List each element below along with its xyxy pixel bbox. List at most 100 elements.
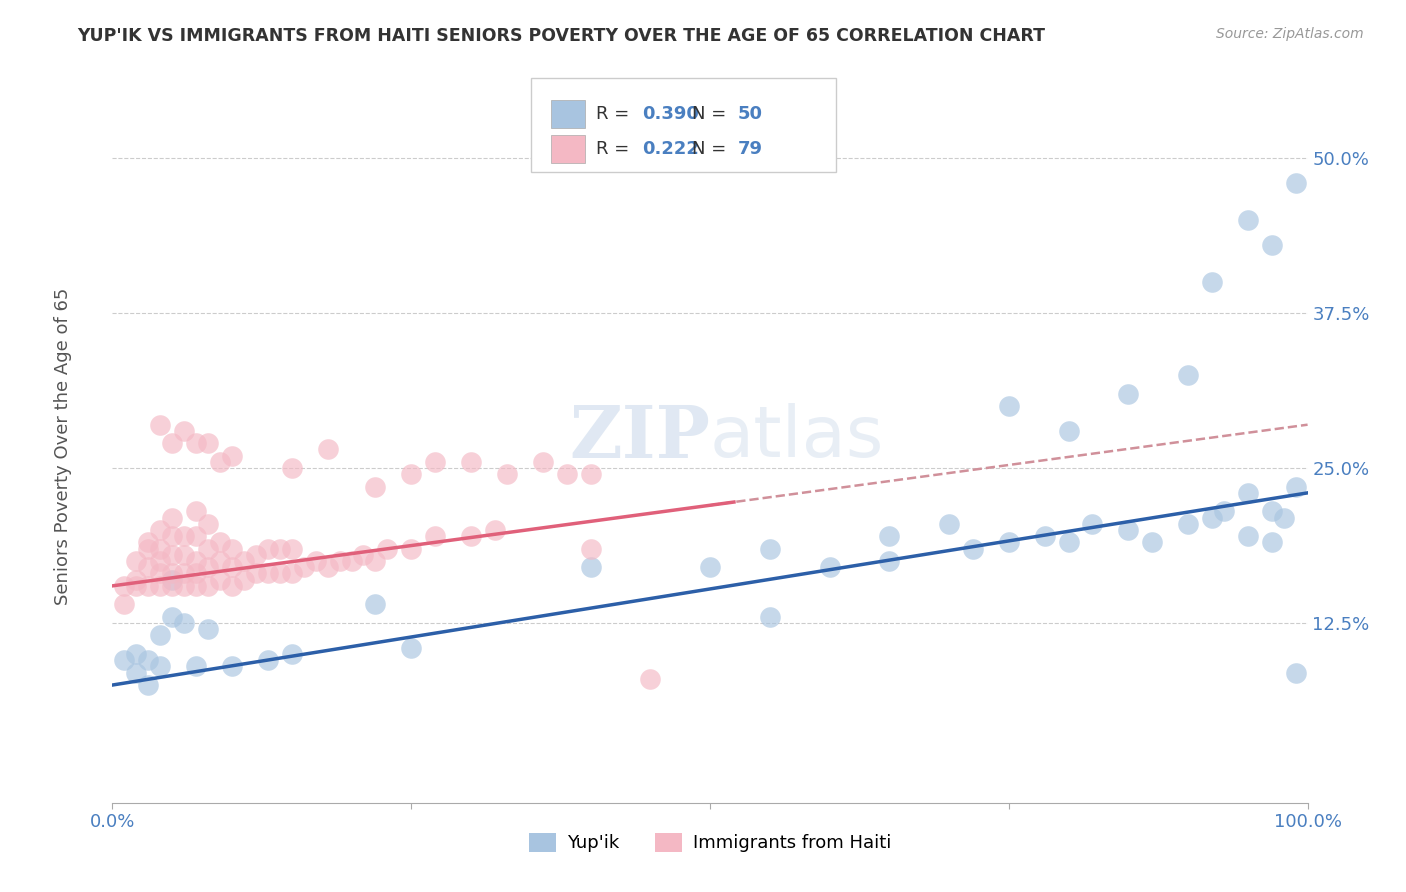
- Point: [245, 548, 267, 562]
- Point: [364, 554, 387, 568]
- Point: [149, 628, 172, 642]
- Point: [1142, 535, 1164, 549]
- Point: [149, 579, 172, 593]
- Point: [281, 647, 304, 661]
- Point: [149, 417, 172, 432]
- FancyBboxPatch shape: [551, 100, 585, 128]
- Text: atlas: atlas: [710, 402, 884, 472]
- Point: [579, 541, 602, 556]
- Point: [221, 579, 243, 593]
- Text: Source: ZipAtlas.com: Source: ZipAtlas.com: [1216, 27, 1364, 41]
- Point: [162, 436, 183, 450]
- Point: [257, 541, 280, 556]
- Point: [186, 566, 208, 581]
- Point: [162, 573, 183, 587]
- Text: Seniors Poverty Over the Age of 65: Seniors Poverty Over the Age of 65: [55, 287, 72, 605]
- Text: 0.390: 0.390: [643, 104, 699, 123]
- Point: [1033, 529, 1056, 543]
- Point: [173, 548, 195, 562]
- Point: [162, 610, 183, 624]
- Point: [186, 504, 208, 518]
- Point: [233, 554, 256, 568]
- Point: [281, 566, 304, 581]
- Point: [340, 554, 363, 568]
- Point: [173, 615, 195, 630]
- Point: [329, 554, 352, 568]
- Point: [1261, 504, 1284, 518]
- Text: N =: N =: [692, 104, 733, 123]
- Point: [209, 554, 232, 568]
- Point: [197, 436, 219, 450]
- Point: [401, 467, 423, 482]
- Point: [233, 573, 256, 587]
- Point: [173, 566, 195, 581]
- Point: [316, 560, 339, 574]
- Point: [221, 449, 243, 463]
- Point: [125, 647, 148, 661]
- Point: [1237, 486, 1260, 500]
- Text: 0.222: 0.222: [643, 140, 699, 158]
- Point: [269, 541, 291, 556]
- Point: [1201, 275, 1223, 289]
- Text: R =: R =: [596, 140, 636, 158]
- FancyBboxPatch shape: [551, 135, 585, 163]
- Point: [149, 554, 172, 568]
- Text: N =: N =: [692, 140, 733, 158]
- Point: [162, 529, 183, 543]
- Point: [149, 659, 172, 673]
- Point: [1118, 386, 1140, 401]
- Point: [197, 560, 219, 574]
- Text: ZIP: ZIP: [569, 401, 710, 473]
- Point: [149, 541, 172, 556]
- Point: [197, 516, 219, 531]
- Point: [257, 653, 280, 667]
- Point: [114, 579, 135, 593]
- Point: [138, 678, 160, 692]
- Point: [425, 529, 447, 543]
- Point: [162, 566, 183, 581]
- Point: [1261, 535, 1284, 549]
- Point: [186, 659, 208, 673]
- Point: [496, 467, 519, 482]
- Point: [1213, 504, 1236, 518]
- Point: [555, 467, 578, 482]
- Point: [962, 541, 984, 556]
- Text: YUP'IK VS IMMIGRANTS FROM HAITI SENIORS POVERTY OVER THE AGE OF 65 CORRELATION C: YUP'IK VS IMMIGRANTS FROM HAITI SENIORS …: [77, 27, 1045, 45]
- Point: [186, 529, 208, 543]
- Point: [162, 548, 183, 562]
- Point: [173, 529, 195, 543]
- Point: [1285, 480, 1308, 494]
- Point: [197, 622, 219, 636]
- Point: [281, 541, 304, 556]
- Point: [1177, 368, 1199, 383]
- Point: [138, 560, 160, 574]
- Point: [1261, 238, 1284, 252]
- Point: [759, 610, 782, 624]
- Point: [186, 436, 208, 450]
- Point: [377, 541, 399, 556]
- Point: [281, 461, 304, 475]
- Point: [114, 653, 135, 667]
- Point: [125, 665, 148, 680]
- Point: [579, 467, 602, 482]
- Point: [1201, 510, 1223, 524]
- Point: [197, 579, 219, 593]
- Point: [1057, 535, 1080, 549]
- Text: R =: R =: [596, 104, 636, 123]
- Point: [125, 554, 148, 568]
- Point: [221, 659, 243, 673]
- Point: [818, 560, 841, 574]
- Point: [640, 672, 662, 686]
- Point: [998, 399, 1021, 413]
- Point: [401, 541, 423, 556]
- Point: [162, 510, 183, 524]
- Point: [1237, 529, 1260, 543]
- Point: [209, 535, 232, 549]
- Point: [759, 541, 782, 556]
- Point: [173, 579, 195, 593]
- Point: [401, 640, 423, 655]
- Point: [460, 529, 482, 543]
- FancyBboxPatch shape: [531, 78, 835, 171]
- Point: [1285, 665, 1308, 680]
- Point: [1285, 176, 1308, 190]
